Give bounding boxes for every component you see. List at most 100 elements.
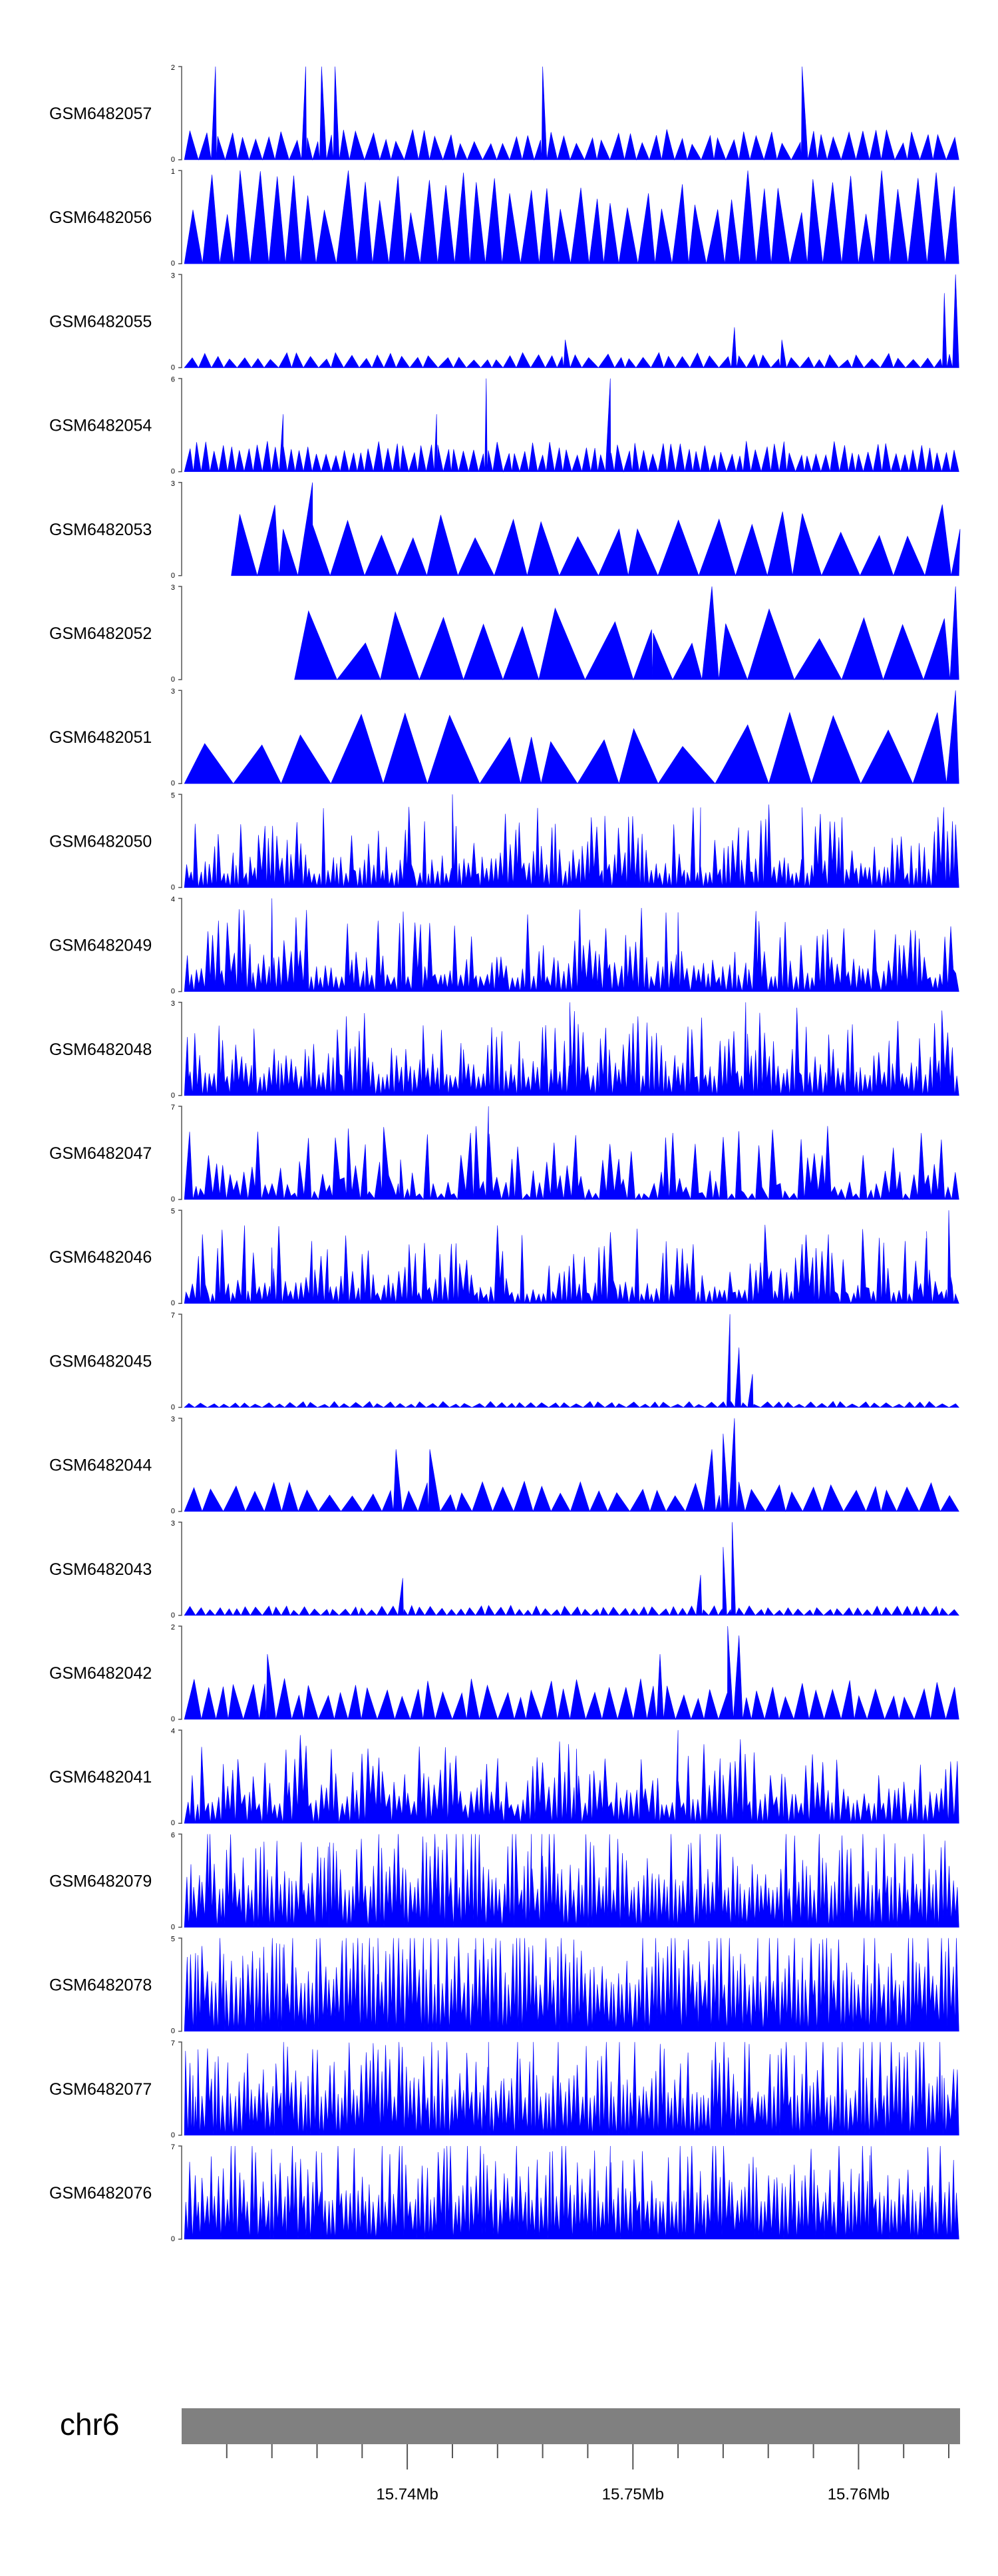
- y-axis-line: [178, 377, 182, 473]
- y-max-tick-label: 7: [171, 2039, 175, 2047]
- y-axis-line: [178, 1002, 182, 1096]
- y-max-tick-label: 4: [171, 1727, 175, 1735]
- y-max-tick-label: 3: [171, 1000, 175, 1008]
- y-max-tick-label: 6: [171, 1831, 175, 1839]
- track-label: GSM6482077: [49, 2080, 152, 2099]
- coverage-tracks: GSM648205720GSM648205610GSM648205530GSM6…: [49, 64, 961, 2243]
- y-min-tick-label: 0: [171, 2131, 175, 2139]
- track-label: GSM6482076: [49, 2184, 152, 2203]
- y-axis-line: [178, 1106, 182, 1200]
- y-min-tick-label: 0: [171, 572, 175, 580]
- track-GSM6482052: GSM6482052 3 0: [49, 584, 959, 684]
- y-axis-line: [178, 793, 182, 889]
- track-GSM6482077: GSM6482077 7 0: [49, 2039, 959, 2139]
- track-GSM6482046: GSM6482046 5 0: [49, 1207, 959, 1307]
- y-min-tick-label: 0: [171, 1195, 175, 1203]
- y-max-tick-label: 4: [171, 896, 175, 904]
- y-max-tick-label: 3: [171, 272, 175, 280]
- y-min-tick-label: 0: [171, 1611, 175, 1619]
- track-label: GSM6482042: [49, 1664, 152, 1683]
- coverage-area: [184, 1314, 959, 1408]
- track-label: GSM6482050: [49, 832, 152, 851]
- track-GSM6482048: GSM6482048 3 0: [49, 1000, 959, 1100]
- track-label: GSM6482049: [49, 937, 152, 955]
- track-label: GSM6482053: [49, 521, 152, 539]
- y-axis-line: [178, 1313, 182, 1408]
- track-label: GSM6482048: [49, 1040, 152, 1059]
- y-min-tick-label: 0: [171, 1819, 175, 1827]
- track-GSM6482076: GSM6482076 7 0: [49, 2143, 959, 2243]
- y-max-tick-label: 7: [171, 1311, 175, 1319]
- coverage-area: [184, 1106, 959, 1201]
- y-max-tick-label: 3: [171, 1416, 175, 1424]
- y-min-tick-label: 0: [171, 2235, 175, 2243]
- y-axis-line: [178, 586, 182, 680]
- track-GSM6482042: GSM6482042 2 0: [49, 1623, 959, 1723]
- coverage-area: [294, 586, 959, 681]
- coverage-area: [184, 170, 959, 264]
- y-axis-line: [178, 2145, 182, 2240]
- y-min-tick-label: 0: [171, 779, 175, 787]
- track-label: GSM6482051: [49, 728, 152, 747]
- y-axis-line: [178, 1417, 182, 1512]
- coverage-area: [184, 1625, 959, 1721]
- genomic-axis: 15.74Mb 15.75Mb 15.76Mb: [226, 2444, 949, 2503]
- track-label: GSM6482043: [49, 1560, 152, 1579]
- coverage-area: [184, 1522, 959, 1616]
- coverage-area: [184, 1210, 959, 1305]
- y-min-tick-label: 0: [171, 883, 175, 891]
- track-GSM6482045: GSM6482045 7 0: [49, 1311, 959, 1411]
- chromosome-ideogram-bar: [182, 2408, 960, 2444]
- track-GSM6482056: GSM6482056 1 0: [49, 168, 959, 268]
- track-label: GSM6482045: [49, 1352, 152, 1371]
- ideogram-panel: chr6 15.74Mb 15.75Mb 15.76Mb: [60, 2407, 960, 2503]
- y-axis-line: [178, 1625, 182, 1720]
- y-axis-line: [178, 1522, 182, 1616]
- coverage-area: [184, 2041, 959, 2136]
- y-min-tick-label: 0: [171, 2028, 175, 2036]
- y-max-tick-label: 2: [171, 1623, 175, 1631]
- x-tick-label: 15.75Mb: [602, 2485, 664, 2503]
- track-label: GSM6482056: [49, 208, 152, 227]
- y-axis-line: [178, 274, 182, 369]
- y-max-tick-label: 3: [171, 480, 175, 488]
- coverage-area: [184, 690, 959, 785]
- track-label: GSM6482052: [49, 624, 152, 643]
- coverage-area: [184, 378, 959, 473]
- y-min-tick-label: 0: [171, 1715, 175, 1723]
- track-GSM6482043: GSM6482043 3 0: [49, 1520, 959, 1619]
- track-GSM6482079: GSM6482079 6 0: [49, 1831, 959, 1931]
- y-min-tick-label: 0: [171, 363, 175, 371]
- y-axis-line: [178, 482, 182, 576]
- track-GSM6482044: GSM6482044 3 0: [49, 1416, 959, 1516]
- y-min-tick-label: 0: [171, 1092, 175, 1100]
- y-axis-line: [178, 690, 182, 784]
- coverage-area: [184, 898, 959, 992]
- y-axis-line: [178, 66, 182, 160]
- chromosome-label: chr6: [60, 2407, 119, 2442]
- track-label: GSM6482054: [49, 417, 152, 435]
- coverage-area: [184, 1834, 959, 1928]
- coverage-area: [184, 1418, 959, 1512]
- y-axis-line: [178, 897, 182, 992]
- track-GSM6482050: GSM6482050 5 0: [49, 791, 959, 891]
- y-min-tick-label: 0: [171, 1923, 175, 1931]
- track-GSM6482049: GSM6482049 4 0: [49, 896, 959, 996]
- y-max-tick-label: 3: [171, 584, 175, 592]
- track-GSM6482053: GSM6482053 3 0: [49, 480, 961, 580]
- y-axis-line: [178, 1833, 182, 1928]
- coverage-area: [184, 1938, 959, 2032]
- y-max-tick-label: 2: [171, 64, 175, 72]
- track-label: GSM6482041: [49, 1768, 152, 1787]
- track-label: GSM6482078: [49, 1976, 152, 1995]
- track-label: GSM6482055: [49, 312, 152, 331]
- coverage-area: [184, 66, 959, 161]
- coverage-area: [184, 1730, 959, 1824]
- y-max-tick-label: 3: [171, 1520, 175, 1528]
- y-min-tick-label: 0: [171, 1299, 175, 1307]
- track-label: GSM6482079: [49, 1872, 152, 1890]
- coverage-area: [184, 794, 959, 888]
- y-max-tick-label: 7: [171, 1104, 175, 1112]
- track-GSM6482047: GSM6482047 7 0: [49, 1104, 959, 1203]
